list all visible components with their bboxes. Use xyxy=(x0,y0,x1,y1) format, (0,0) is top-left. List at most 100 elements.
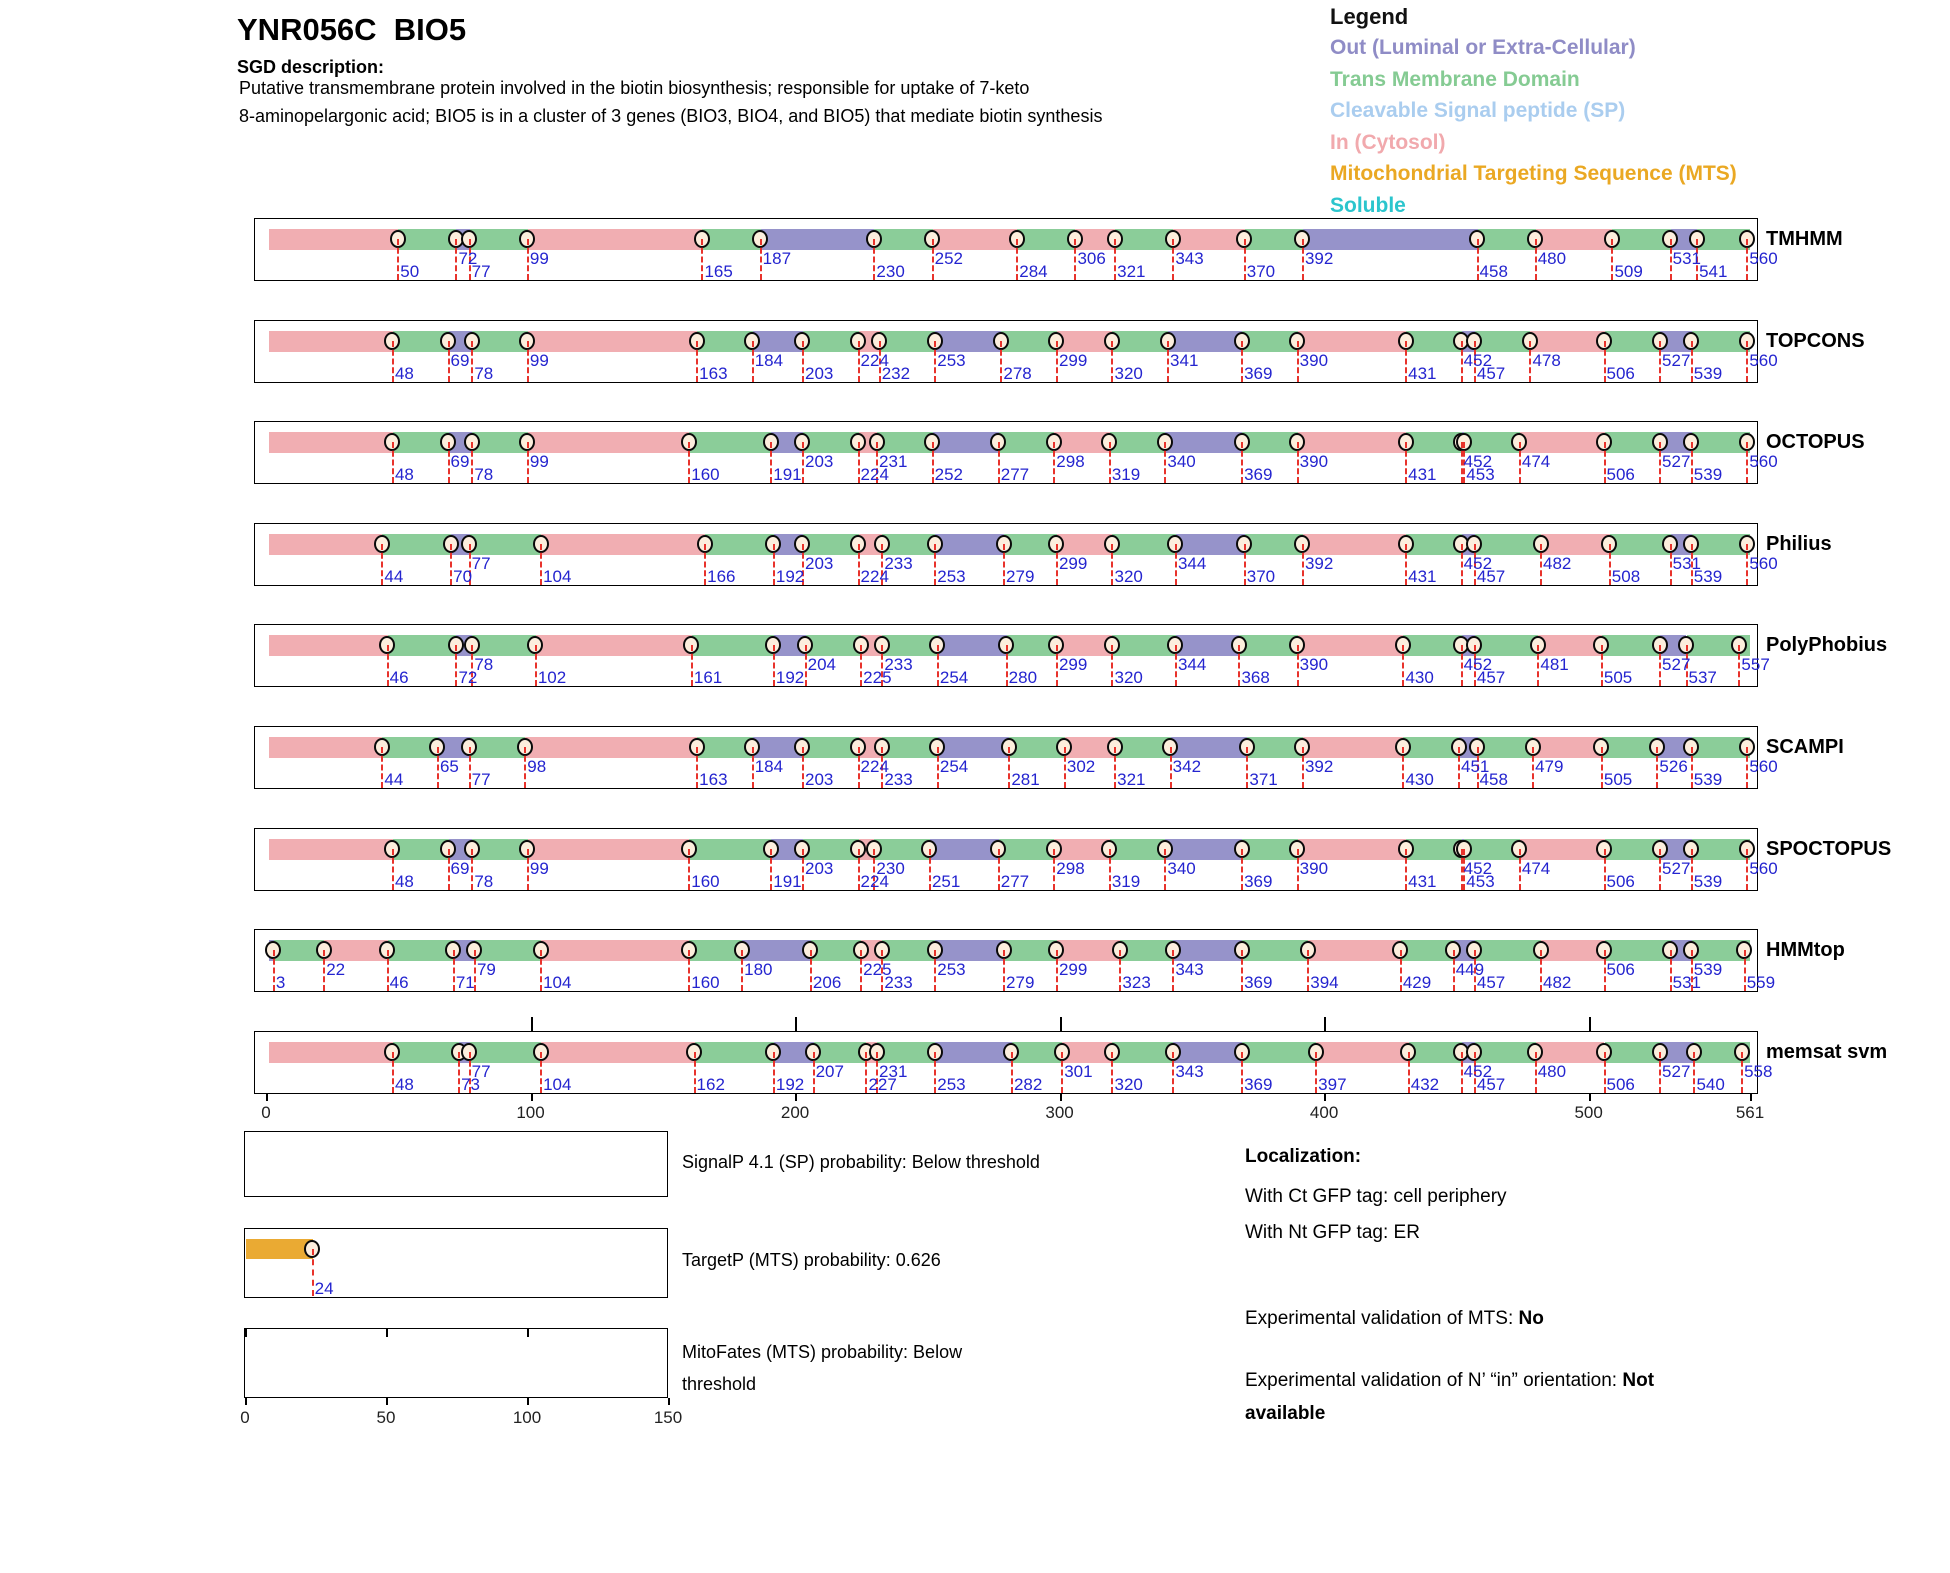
topology-segment-tm xyxy=(1112,533,1176,555)
boundary-dropline xyxy=(1000,340,1003,382)
boundary-position-label: 541 xyxy=(1699,262,1728,281)
boundary-position-label: 371 xyxy=(1249,770,1278,789)
boundary-position-label: 301 xyxy=(1064,1061,1093,1081)
mitofates-caption-line2: threshold xyxy=(682,1374,757,1394)
topology-segment-out xyxy=(937,737,1010,758)
boundary-dropline xyxy=(1167,340,1170,382)
boundary-position-label: 479 xyxy=(1535,757,1564,776)
topology-segment-in xyxy=(1054,838,1110,860)
boundary-dropline xyxy=(1460,848,1463,890)
legend-item-2: Trans Membrane Domain xyxy=(1330,67,1580,91)
boundary-position-label: 306 xyxy=(1077,249,1106,268)
boundary-dropline xyxy=(1600,645,1603,687)
boundary-dropline xyxy=(1746,442,1749,484)
boundary-position-label: 321 xyxy=(1117,262,1146,281)
boundary-position-label: 99 xyxy=(529,350,549,370)
topology-segment-in xyxy=(1316,1041,1409,1063)
boundary-dropline xyxy=(436,747,439,788)
boundary-position-label: 321 xyxy=(1117,770,1146,789)
boundary-position-label: 370 xyxy=(1246,566,1276,586)
topology-segment-in xyxy=(1535,229,1613,250)
boundary-dropline xyxy=(1063,747,1066,788)
boundary-dropline xyxy=(1600,747,1603,788)
boundary-position-label: 65 xyxy=(439,757,459,776)
boundary-dropline xyxy=(447,442,450,484)
boundary-position-label: 394 xyxy=(1310,973,1339,993)
boundary-dropline xyxy=(1016,239,1019,280)
boundary-position-label: 253 xyxy=(937,960,966,980)
boundary-position-label: 203 xyxy=(804,858,834,878)
topology-segment-in xyxy=(1538,635,1602,657)
topology-segment-tm xyxy=(882,533,936,555)
boundary-dropline xyxy=(450,543,453,585)
track-label-SPOCTOPUS: SPOCTOPUS xyxy=(1766,837,1892,860)
boundary-dropline xyxy=(534,645,537,687)
boundary-position-label: 368 xyxy=(1241,668,1270,688)
topology-segment-in xyxy=(324,940,388,962)
boundary-dropline xyxy=(1463,848,1466,890)
topology-segment-tm xyxy=(1011,1041,1063,1063)
boundary-dropline xyxy=(876,1051,879,1093)
topology-segment-tm xyxy=(813,1041,867,1063)
boundary-dropline xyxy=(804,645,807,687)
boundary-position-label: 279 xyxy=(1006,973,1035,993)
boundary-position-label: 457 xyxy=(1476,1074,1506,1094)
topology-segment-in xyxy=(541,940,690,962)
boundary-dropline xyxy=(1172,239,1175,280)
boundary-position-label: 278 xyxy=(1003,363,1032,383)
boundary-position-label: 253 xyxy=(937,350,966,370)
topology-segment-tm xyxy=(1009,737,1065,758)
topology-segment-tm xyxy=(802,330,859,352)
boundary-position-label: 232 xyxy=(881,363,911,383)
topology-segment-out xyxy=(752,330,803,352)
boundary-position-label: 431 xyxy=(1408,871,1437,891)
boundary-position-label: 452 xyxy=(1463,1061,1493,1081)
mitofates-tick-label: 100 xyxy=(512,1408,542,1427)
boundary-position-label: 191 xyxy=(773,871,802,891)
boundary-dropline xyxy=(391,848,394,890)
boundary-position-label: 231 xyxy=(879,1061,908,1081)
boundary-position-label: 429 xyxy=(1402,973,1432,993)
boundary-position-label: 161 xyxy=(693,668,723,688)
topology-segment-in xyxy=(1308,940,1401,962)
boundary-position-label: 163 xyxy=(699,770,728,789)
topology-segment-out xyxy=(929,838,999,860)
topology-segment-tm xyxy=(877,1041,936,1063)
topology-segment-tm xyxy=(1406,533,1462,555)
boundary-dropline xyxy=(1460,1051,1463,1093)
boundary-dropline xyxy=(1690,747,1693,788)
boundary-dropline xyxy=(1114,747,1117,788)
topology-segment-tm xyxy=(1691,737,1750,758)
topology-segment-tm xyxy=(469,229,528,250)
topology-segment-tm xyxy=(705,533,774,555)
boundary-dropline xyxy=(696,340,699,382)
orientation-validation-line: Experimental validation of N’ “in” orien… xyxy=(1245,1364,1725,1430)
topology-segment-tm xyxy=(472,432,528,454)
boundary-position-label: 558 xyxy=(1744,1061,1773,1081)
boundary-dropline xyxy=(1659,340,1662,382)
boundary-dropline xyxy=(468,543,471,585)
localization-ct-line: With Ct GFP tag: cell periphery xyxy=(1245,1186,1507,1207)
boundary-dropline xyxy=(690,645,693,687)
topology-segment-tm xyxy=(697,330,753,352)
boundary-position-label: 527 xyxy=(1662,452,1691,472)
boundary-dropline xyxy=(1111,1051,1114,1093)
boundary-position-label: 506 xyxy=(1606,871,1635,891)
boundary-position-label: 48 xyxy=(394,1074,414,1094)
topology-segment-tm xyxy=(1477,229,1536,250)
topology-segment-out xyxy=(752,737,803,758)
boundary-dropline xyxy=(526,442,529,484)
boundary-dropline xyxy=(1053,442,1056,484)
legend-item-4: In (Cytosol) xyxy=(1330,130,1446,154)
boundary-dropline xyxy=(1114,239,1117,280)
boundary-position-label: 48 xyxy=(394,363,414,383)
boundary-dropline xyxy=(1656,747,1659,788)
boundary-dropline xyxy=(751,340,754,382)
boundary-position-label: 527 xyxy=(1662,1061,1691,1081)
boundary-dropline xyxy=(873,848,876,890)
boundary-dropline xyxy=(1460,645,1463,687)
topology-segment-in xyxy=(268,838,393,860)
boundary-dropline xyxy=(1659,645,1662,687)
boundary-dropline xyxy=(1164,848,1167,890)
boundary-position-label: 506 xyxy=(1606,960,1635,980)
